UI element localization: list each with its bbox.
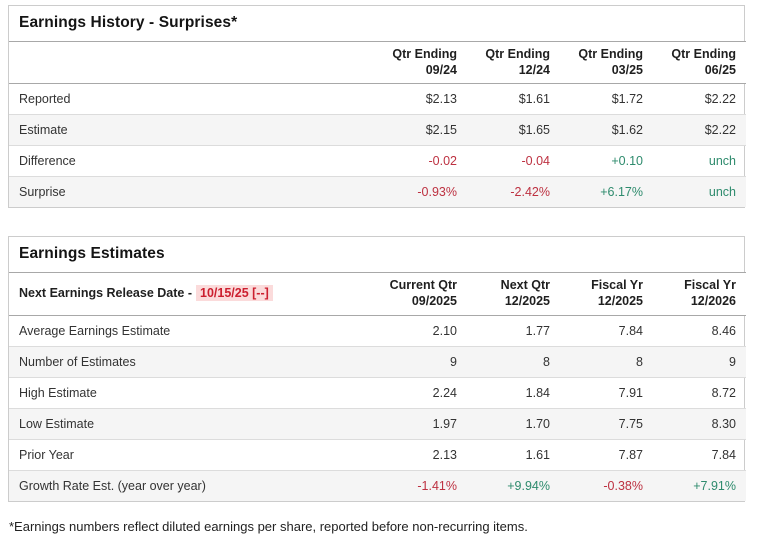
column-header-line2: 12/2025 — [504, 293, 550, 308]
cell-value: 2.10 — [432, 323, 457, 338]
table-row: High Estimate 2.24 1.84 7.91 8.72 — [9, 377, 746, 408]
cell-value: unch — [708, 154, 736, 169]
cell-value: 1.84 — [525, 385, 550, 400]
column-header: Fiscal Yr 12/2025 — [560, 272, 653, 316]
column-header-line1: Qtr Ending — [392, 47, 457, 61]
earnings-estimates-panel: Earnings Estimates Next Earnings Release… — [8, 236, 746, 502]
column-header: Qtr Ending 03/25 — [560, 40, 653, 85]
table-row: Difference -0.02 -0.04 +0.10 unch — [9, 145, 746, 177]
cell-value: 1.61 — [525, 447, 550, 462]
table-row: Surprise -0.93% -2.42% +6.17% unch — [9, 176, 746, 208]
cell-value: 9 — [729, 354, 736, 369]
earnings-history-table: Qtr Ending 09/24 Qtr Ending 12/24 Qtr Endi… — [9, 40, 746, 208]
cell-value: 7.91 — [618, 385, 643, 400]
cell-value: 8.72 — [711, 385, 736, 400]
cell-value: +0.10 — [611, 154, 643, 169]
row-label: Growth Rate Est. (year over year) — [19, 478, 206, 493]
column-header: Qtr Ending 09/24 — [374, 40, 467, 85]
cell-value: -0.04 — [521, 154, 551, 169]
row-label: Reported — [19, 92, 71, 107]
column-header: Current Qtr 09/2025 — [374, 272, 467, 316]
cell-value: $1.62 — [611, 123, 643, 138]
cell-value: 8.30 — [711, 416, 736, 431]
cell-value: -0.38% — [603, 478, 643, 493]
row-label: Number of Estimates — [19, 354, 136, 369]
earnings-footnote: *Earnings numbers reflect diluted earnin… — [9, 518, 528, 534]
table-row: Prior Year 2.13 1.61 7.87 7.84 — [9, 439, 746, 470]
next-earnings-release-label: Next Earnings Release Date - — [19, 286, 192, 301]
cell-value: -1.41% — [417, 478, 457, 493]
column-header-line1: Qtr Ending — [578, 47, 643, 61]
row-label: Prior Year — [19, 447, 74, 462]
cell-value: $2.22 — [704, 123, 736, 138]
cell-value: 7.84 — [618, 323, 643, 338]
column-header-line1: Qtr Ending — [671, 47, 736, 61]
cell-value: -2.42% — [510, 185, 550, 200]
cell-value: 2.13 — [432, 447, 457, 462]
row-label: Estimate — [19, 123, 68, 138]
cell-value: -0.02 — [428, 154, 458, 169]
column-header-line1: Fiscal Yr — [684, 278, 736, 293]
table-row: Average Earnings Estimate 2.10 1.77 7.84… — [9, 315, 746, 346]
cell-value: 8 — [543, 354, 550, 369]
column-header-line2: 12/2025 — [597, 293, 643, 308]
table-row: Low Estimate 1.97 1.70 7.75 8.30 — [9, 408, 746, 439]
column-header-line2: 09/2025 — [411, 293, 457, 308]
row-label: Difference — [19, 154, 76, 169]
row-label: High Estimate — [19, 385, 97, 400]
earnings-history-title: Earnings History - Surprises* — [19, 14, 238, 31]
cell-value: $2.13 — [425, 92, 457, 107]
earnings-estimates-table: Next Earnings Release Date - 10/15/25 [--… — [9, 272, 746, 501]
cell-value: 1.70 — [525, 416, 550, 431]
row-label: Surprise — [19, 185, 66, 200]
column-header: Qtr Ending 12/24 — [467, 40, 560, 85]
cell-value: $1.65 — [518, 123, 550, 138]
column-header-line2: 12/2026 — [690, 293, 736, 308]
column-header-line1: Next Qtr — [500, 278, 550, 293]
column-header: Qtr Ending 06/25 — [653, 40, 746, 85]
earnings-estimates-title: Earnings Estimates — [19, 245, 165, 263]
earnings-estimates-header-row: Next Earnings Release Date - 10/15/25 [--… — [9, 272, 746, 316]
cell-value: -0.93% — [417, 185, 457, 200]
next-earnings-release: Next Earnings Release Date - 10/15/25 [--… — [9, 272, 374, 316]
next-earnings-release-date: 10/15/25 [--] — [196, 285, 273, 302]
table-row: Reported $2.13 $1.61 $1.72 $2.22 — [9, 84, 746, 115]
cell-value: 9 — [450, 354, 457, 369]
cell-value: +7.91% — [693, 478, 736, 493]
column-header: Fiscal Yr 12/2026 — [653, 272, 746, 316]
earnings-history-header-row: Qtr Ending 09/24 Qtr Ending 12/24 Qtr Endi… — [9, 40, 746, 85]
cell-value: 7.87 — [618, 447, 643, 462]
cell-value: 2.24 — [432, 385, 457, 400]
cell-value: $1.72 — [611, 92, 643, 107]
cell-value: unch — [708, 185, 736, 200]
column-header: Next Qtr 12/2025 — [467, 272, 560, 316]
row-label: Average Earnings Estimate — [19, 323, 171, 338]
row-label: Low Estimate — [19, 416, 95, 431]
cell-value: +6.17% — [600, 185, 643, 200]
column-header-line2: 12/24 — [518, 62, 550, 77]
table-row: Number of Estimates 9 8 8 9 — [9, 346, 746, 377]
table-row: Growth Rate Est. (year over year) -1.41%… — [9, 470, 746, 501]
cell-value: 7.84 — [711, 447, 736, 462]
cell-value: 7.75 — [618, 416, 643, 431]
column-header-line2: 09/24 — [425, 62, 457, 77]
column-header-line1: Fiscal Yr — [591, 278, 643, 293]
cell-value: $2.15 — [425, 123, 457, 138]
earnings-history-panel: Earnings History - Surprises* Qtr Ending… — [8, 5, 746, 209]
cell-value: 8.46 — [711, 323, 736, 338]
header-spacer — [9, 40, 374, 85]
cell-value: $2.22 — [704, 92, 736, 107]
cell-value: +9.94% — [507, 478, 550, 493]
column-header-line1: Current Qtr — [389, 278, 457, 293]
cell-value: 8 — [636, 354, 643, 369]
column-header-line2: 06/25 — [704, 62, 736, 77]
cell-value: 1.77 — [525, 323, 550, 338]
cell-value: $1.61 — [518, 92, 550, 107]
table-row: Estimate $2.15 $1.65 $1.62 $2.22 — [9, 114, 746, 146]
column-header-line2: 03/25 — [611, 62, 643, 77]
cell-value: 1.97 — [432, 416, 457, 431]
column-header-line1: Qtr Ending — [485, 47, 550, 61]
